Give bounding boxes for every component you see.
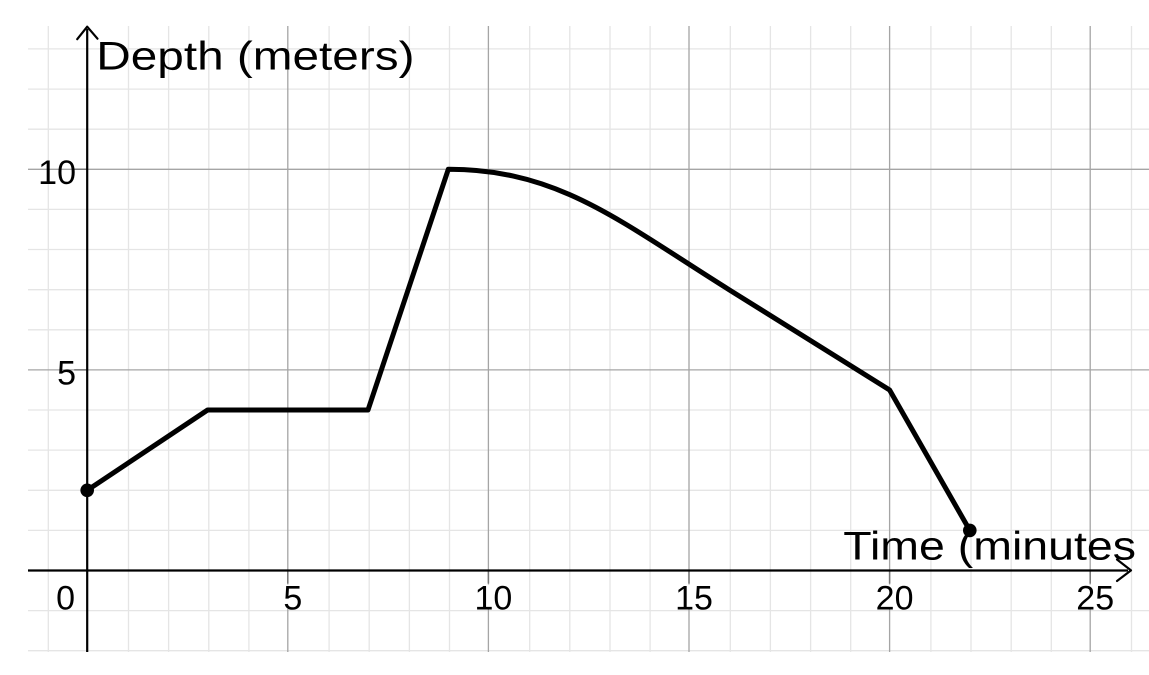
svg-text:Time (minutes: Time (minutes: [843, 525, 1136, 569]
svg-text:0: 0: [56, 579, 75, 617]
svg-text:5: 5: [57, 354, 76, 392]
svg-text:25: 25: [1076, 579, 1114, 617]
svg-text:10: 10: [38, 154, 76, 192]
svg-text:5: 5: [283, 579, 302, 617]
svg-text:Depth (meters): Depth (meters): [96, 34, 414, 78]
svg-text:15: 15: [675, 579, 713, 617]
svg-text:10: 10: [474, 579, 512, 617]
svg-text:20: 20: [876, 579, 914, 617]
